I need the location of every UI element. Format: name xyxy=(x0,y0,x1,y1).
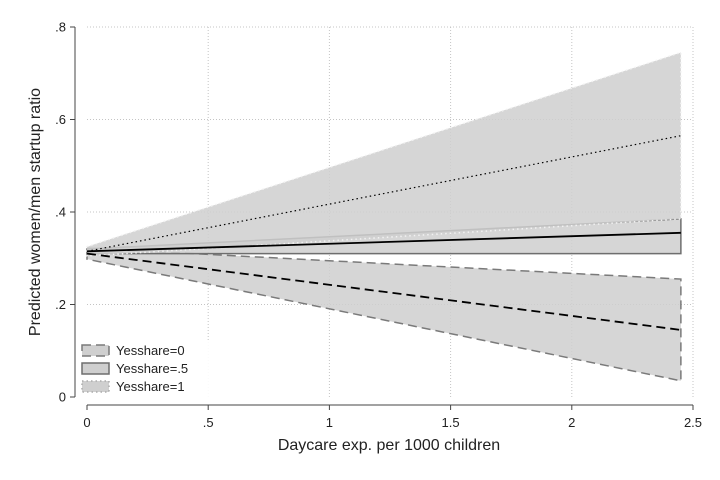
confidence-bands xyxy=(86,51,682,382)
x-tick-label: 2.5 xyxy=(684,415,702,430)
legend-swatch-yesshare-1 xyxy=(81,380,110,393)
x-tick-label: 1 xyxy=(326,415,333,430)
x-ticks: 0 .5 1 1.5 2 2.5 xyxy=(83,405,702,430)
y-axis-title: Predicted women/men startup ratio xyxy=(27,88,44,336)
y-tick-label: .6 xyxy=(55,112,66,127)
x-tick-label: 2 xyxy=(568,415,575,430)
legend-swatch-yesshare-0 xyxy=(81,344,110,357)
y-tick-label: .8 xyxy=(55,20,66,35)
legend-label-yesshare-1: Yesshare=1 xyxy=(116,379,185,394)
legend-swatch-yesshare-5 xyxy=(81,362,110,375)
y-tick-label: 0 xyxy=(59,390,66,405)
x-tick-label: 0 xyxy=(83,415,90,430)
x-axis-title: Daycare exp. per 1000 children xyxy=(278,437,500,454)
series-line-yesshare-1 xyxy=(86,135,681,252)
series-line-yesshare-5 xyxy=(86,231,681,253)
series-line-yesshare-0 xyxy=(86,252,681,331)
series-lines xyxy=(86,135,681,331)
y-tick-label: .2 xyxy=(55,297,66,312)
x-tick-label: 1.5 xyxy=(442,415,460,430)
legend-label-yesshare-5: Yesshare=.5 xyxy=(116,361,188,376)
y-ticks: 0 .2 .4 .6 .8 xyxy=(55,20,75,405)
y-tick-label: .4 xyxy=(55,205,66,220)
legend: Yesshare=0 Yesshare=.5 Yesshare=1 xyxy=(78,342,216,400)
x-tick-label: .5 xyxy=(203,415,214,430)
ci-band-yesshare-1 xyxy=(86,51,682,257)
legend-label-yesshare-0: Yesshare=0 xyxy=(116,343,185,358)
